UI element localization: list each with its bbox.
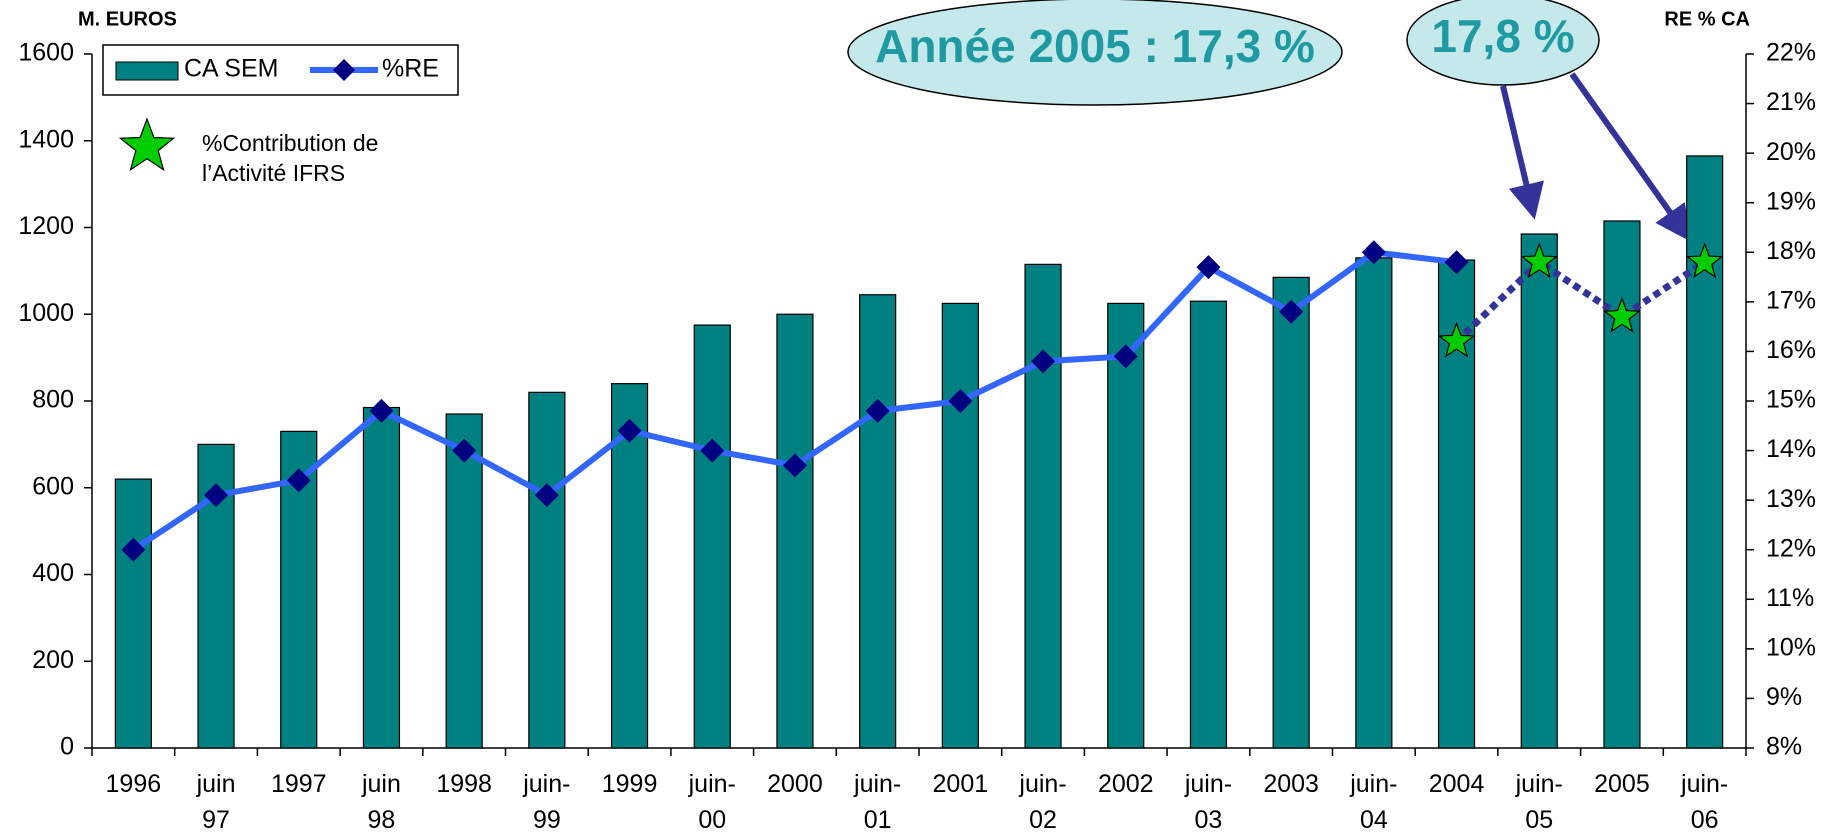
- diamond-marker: [865, 398, 890, 423]
- y2-tick-label: 14%: [1766, 435, 1816, 463]
- bar: [859, 294, 897, 749]
- bar: [1107, 302, 1145, 749]
- y-tick-label: 800: [32, 386, 74, 414]
- bar: [1520, 233, 1558, 749]
- y2-tick-label: 13%: [1766, 485, 1816, 513]
- y2-tick-label: 11%: [1766, 584, 1814, 612]
- diamond-marker: [1361, 240, 1386, 265]
- legend-label: %RE: [382, 55, 439, 83]
- y-tick-label: 0: [60, 733, 74, 761]
- bar: [1272, 276, 1310, 749]
- x-tick-label: juin 97: [196, 770, 236, 834]
- y2-tick-label: 16%: [1766, 336, 1816, 364]
- y2-tick-label: 12%: [1766, 534, 1816, 562]
- y2-tick-label: 9%: [1766, 683, 1802, 711]
- x-tick-label: 2000: [767, 770, 823, 798]
- x-tick-label: 2001: [932, 770, 989, 798]
- y2-axis-label: RE % CA: [1664, 8, 1750, 30]
- x-tick-label: 2003: [1263, 770, 1319, 798]
- legend-label: %Contribution de l’Activité IFRS: [202, 130, 379, 186]
- x-tick-label: 1997: [270, 770, 327, 798]
- diamond-marker: [1279, 299, 1304, 324]
- y-tick-label: 200: [32, 646, 74, 674]
- y2-tick-label: 15%: [1766, 386, 1816, 414]
- star-marker: [1520, 242, 1559, 279]
- diamond-marker: [121, 537, 146, 562]
- diamond-marker: [204, 483, 229, 508]
- x-tick-label: juin-02: [1019, 770, 1067, 834]
- bar: [1189, 300, 1228, 749]
- x-tick-label: juin 98: [361, 770, 401, 834]
- diamond-marker: [1444, 250, 1469, 275]
- diamond-marker: [617, 418, 642, 443]
- bar: [445, 413, 483, 749]
- y2-tick-label: 8%: [1766, 733, 1802, 761]
- bar: [528, 391, 566, 749]
- star-marker: [1685, 242, 1724, 279]
- x-tick-label: 1998: [436, 770, 492, 798]
- y2-tick-label: 18%: [1766, 237, 1816, 265]
- diamond-marker: [948, 389, 973, 413]
- diamond-marker: [1196, 255, 1221, 280]
- x-tick-label: 1999: [601, 770, 658, 798]
- x-tick-label: juin-00: [688, 770, 736, 834]
- legend-swatch: [115, 61, 179, 81]
- x-tick-label: juin-03: [1184, 770, 1233, 834]
- y-tick-label: 1400: [18, 125, 74, 153]
- y-tick-label: 1200: [18, 212, 74, 240]
- star-marker: [1437, 321, 1476, 358]
- y2-tick-label: 20%: [1766, 138, 1816, 166]
- legend-swatch: [333, 59, 355, 81]
- bar: [941, 302, 979, 749]
- y2-tick-label: 21%: [1766, 88, 1816, 116]
- diamond-marker: [1031, 349, 1056, 374]
- x-tick-label: juin-06: [1681, 770, 1729, 834]
- x-tick-label: juin-99: [523, 770, 571, 834]
- bar: [610, 383, 649, 749]
- annotation: 17,8 %: [1431, 10, 1574, 62]
- diamond-marker: [534, 483, 559, 508]
- annotation-bubble: [847, 0, 1343, 106]
- legend-swatch: [118, 117, 176, 172]
- y-axis-label: M. EUROS: [78, 8, 177, 30]
- diamond-marker: [1113, 344, 1138, 369]
- x-tick-label: 2005: [1594, 770, 1650, 798]
- y2-tick-label: 19%: [1766, 187, 1816, 215]
- annotation-bubble: [1406, 0, 1600, 86]
- arrow: [1569, 72, 1691, 242]
- x-tick-label: 1996: [105, 770, 162, 798]
- y-tick-label: 1600: [18, 39, 74, 67]
- annotation: Année 2005 : 17,3 %: [875, 20, 1315, 72]
- y-tick-label: 600: [32, 472, 74, 500]
- y-tick-label: 1000: [18, 299, 74, 327]
- star-marker: [1603, 296, 1641, 333]
- diamond-marker: [369, 398, 394, 423]
- diamond-marker: [286, 468, 311, 493]
- y2-tick-label: 17%: [1766, 286, 1816, 314]
- y2-tick-label: 10%: [1766, 633, 1816, 661]
- bar: [1355, 257, 1393, 749]
- y-tick-label: 400: [32, 559, 74, 587]
- diamond-marker: [452, 438, 477, 463]
- x-tick-label: juin-01: [854, 770, 902, 834]
- x-tick-label: juin-04: [1350, 770, 1398, 834]
- x-tick-label: 2004: [1428, 770, 1485, 798]
- bar: [114, 478, 152, 749]
- x-tick-label: juin-05: [1515, 770, 1563, 834]
- diamond-marker: [782, 453, 807, 478]
- diamond-marker: [700, 438, 725, 463]
- bar: [776, 313, 814, 749]
- bar: [362, 406, 401, 749]
- bar: [693, 324, 731, 749]
- legend-label: CA SEM: [184, 55, 278, 83]
- y2-tick-label: 22%: [1766, 39, 1816, 67]
- dotted-line: [1454, 257, 1707, 345]
- x-tick-label: 2002: [1097, 770, 1154, 798]
- bar: [1024, 263, 1062, 749]
- arrow: [1500, 85, 1544, 220]
